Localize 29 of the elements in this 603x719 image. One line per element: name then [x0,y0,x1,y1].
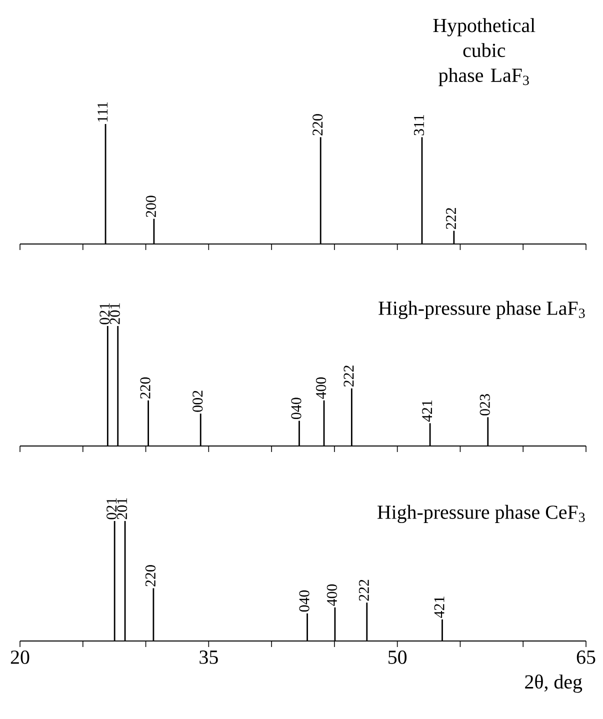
annotation: 220 [140,377,150,399]
annotation: 040 [299,590,310,612]
annotation: 421 [422,400,432,422]
annotation: 200 [146,196,156,217]
annotation: 021 [100,303,110,324]
annotation: 400 [316,377,326,399]
annotation: 222 [344,366,354,387]
annotation: 220 [145,565,156,586]
annotation: 222 [358,580,369,601]
annotation: 220 [312,114,323,136]
annotation: 023 [480,394,490,416]
annotation: 311 [414,115,424,136]
annotation: 111 [98,102,108,122]
x-tick-label: 20 [10,650,30,664]
annotation: 222 [446,208,456,229]
x-tick-label: 35 [200,650,218,664]
annotation: 021 [106,498,117,520]
x-axis-title: 2θ, deg [525,674,582,693]
chart-title: High-pressure phase LaF$_{3}$ [378,300,585,320]
annotation: 201 [110,303,120,324]
annotation: 201 [116,498,128,520]
annotation: 400 [326,584,337,606]
chart-title: High-pressure phase CeF$_{3}$ [377,504,585,524]
x-tick-label: 50 [388,650,407,664]
x-tick-label: 65 [576,650,596,664]
annotation: 421 [434,596,444,618]
annotation: 040 [291,398,302,420]
chart-title: Hypothetical cubic phase LaF$_{3}$ [433,18,536,86]
annotation: 002 [192,390,203,412]
